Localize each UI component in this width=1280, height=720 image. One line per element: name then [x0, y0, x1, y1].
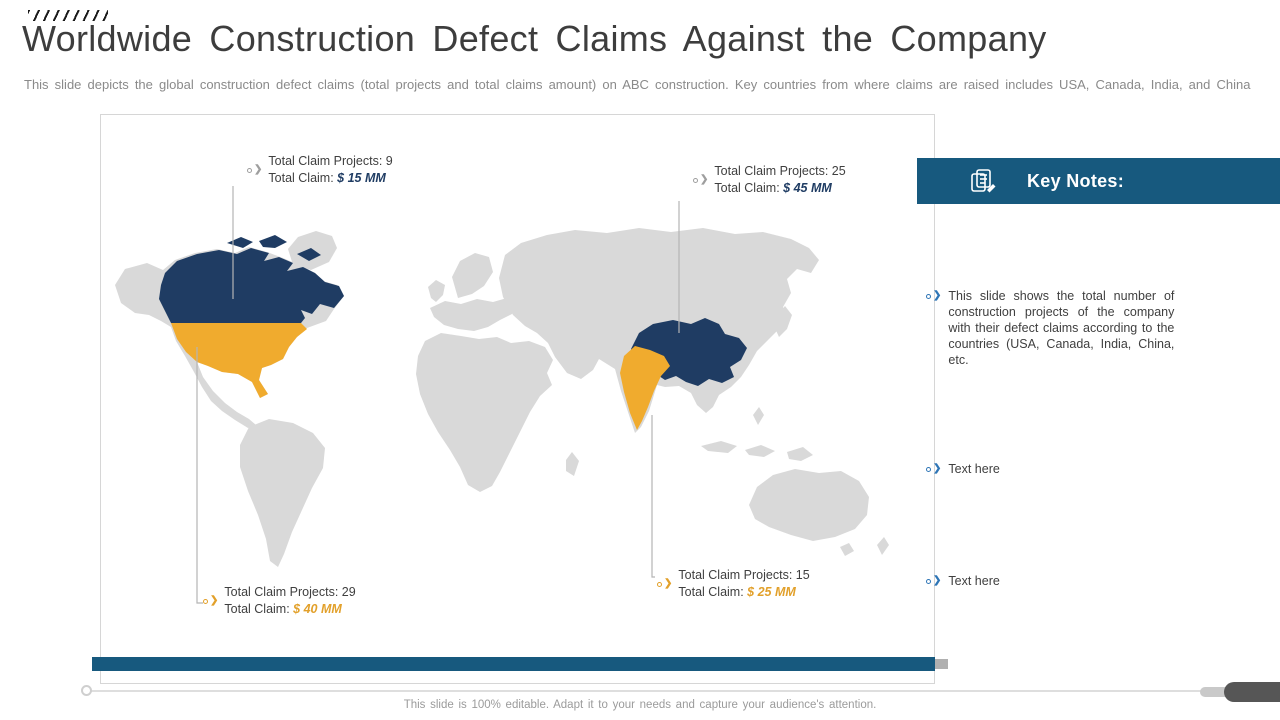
- country-usa: [171, 323, 307, 398]
- land-philippines: [753, 407, 764, 425]
- callout-claim-line: Total Claim: $ 45 MM: [714, 180, 845, 197]
- key-notes-title: Key Notes:: [1027, 170, 1125, 191]
- key-note-text: This slide shows the total number of con…: [948, 289, 1175, 367]
- footer-pill-dark: [1224, 682, 1280, 702]
- chevron-right-icon: ❯: [254, 164, 263, 175]
- notes-pencil-icon: [971, 169, 996, 193]
- callout-marker-icon: ❯: [203, 595, 218, 607]
- land-indonesia: [701, 441, 813, 461]
- callout-claim-value: $ 25 MM: [747, 584, 796, 599]
- circle-icon: [926, 293, 931, 299]
- land-south-america: [240, 419, 325, 567]
- land-new-zealand: [877, 537, 889, 555]
- chevron-right-icon: ❯: [210, 595, 219, 606]
- country-canada-arctic-islands: [227, 235, 321, 261]
- circle-icon: [926, 466, 931, 472]
- callout-claim-value: $ 45 MM: [783, 180, 832, 195]
- map-panel: ❯ Total Claim Projects: 9 Total Claim: $…: [100, 114, 935, 684]
- key-note-item: ❯ This slide shows the total number of c…: [926, 288, 1174, 368]
- slide-subtitle: This slide depicts the global constructi…: [24, 77, 1251, 92]
- callout-claim-line: Total Claim: $ 40 MM: [224, 601, 355, 618]
- callout-marker-icon: ❯: [693, 174, 708, 186]
- callout-projects-label: Total Claim Projects: 29: [224, 585, 356, 599]
- key-notes-header: Key Notes:: [917, 158, 1280, 204]
- circle-icon: [926, 578, 931, 584]
- decorative-slashes: [28, 10, 108, 21]
- chevron-right-icon: ❯: [933, 575, 942, 586]
- circle-icon: [657, 581, 662, 587]
- bottom-accent-bar: [92, 657, 935, 671]
- callout-india: ❯ Total Claim Projects: 15 Total Claim: …: [657, 567, 810, 600]
- country-canada: [159, 248, 344, 323]
- chevron-right-icon: ❯: [933, 290, 942, 301]
- land-scandinavia: [452, 253, 493, 298]
- key-note-item: ❯ Text here: [926, 573, 1000, 589]
- leader-line-india: [651, 415, 655, 578]
- callout-projects-label: Total Claim Projects: 15: [678, 568, 810, 582]
- key-note-text: Text here: [948, 462, 1000, 476]
- callout-projects-label: Total Claim Projects: 9: [268, 154, 393, 168]
- circle-icon: [247, 167, 252, 173]
- bullet-marker-icon: ❯: [926, 463, 941, 475]
- key-note-text: Text here: [948, 574, 1000, 588]
- callout-claim-value: $ 40 MM: [293, 601, 342, 616]
- callout-claim-line: Total Claim: $ 15 MM: [268, 170, 392, 187]
- footer-divider-line: [88, 690, 1280, 692]
- footer-circle-decoration: [81, 685, 92, 696]
- land-japan: [774, 306, 792, 337]
- land-africa: [416, 333, 553, 492]
- chevron-right-icon: ❯: [700, 174, 709, 185]
- land-madagascar: [566, 452, 579, 476]
- callout-china: ❯ Total Claim Projects: 25 Total Claim: …: [693, 163, 846, 196]
- footer-note: This slide is 100% editable. Adapt it to…: [403, 699, 877, 711]
- land-uk: [428, 280, 445, 302]
- bottom-accent-bar-tail: [935, 659, 948, 669]
- callout-canada: ❯ Total Claim Projects: 9 Total Claim: $…: [247, 153, 393, 186]
- land-europe: [430, 298, 518, 331]
- bullet-marker-icon: ❯: [926, 290, 941, 302]
- callout-marker-icon: ❯: [247, 164, 262, 176]
- callout-claim-line: Total Claim: $ 25 MM: [678, 584, 809, 601]
- callout-projects-label: Total Claim Projects: 25: [714, 164, 846, 178]
- page-title: Worldwide Construction Defect Claims Aga…: [22, 18, 1047, 59]
- circle-icon: [693, 177, 698, 183]
- bullet-marker-icon: ❯: [926, 575, 941, 587]
- leader-line-usa: [196, 347, 203, 604]
- callout-claim-label: Total Claim:: [224, 601, 290, 616]
- country-india: [620, 346, 670, 430]
- circle-icon: [203, 598, 208, 604]
- callout-usa: ❯ Total Claim Projects: 29 Total Claim: …: [203, 584, 356, 617]
- callout-claim-label: Total Claim:: [678, 584, 744, 599]
- land-tasmania: [840, 543, 854, 556]
- chevron-right-icon: ❯: [933, 463, 942, 474]
- world-map: [115, 186, 889, 604]
- callout-marker-icon: ❯: [657, 578, 672, 590]
- callout-claim-value: $ 15 MM: [337, 170, 386, 185]
- footer-pill-light: [1200, 687, 1236, 697]
- callout-claim-label: Total Claim:: [268, 170, 334, 185]
- chevron-right-icon: ❯: [664, 578, 673, 589]
- callout-claim-label: Total Claim:: [714, 180, 780, 195]
- land-australia: [749, 469, 869, 541]
- key-note-item: ❯ Text here: [926, 461, 1000, 477]
